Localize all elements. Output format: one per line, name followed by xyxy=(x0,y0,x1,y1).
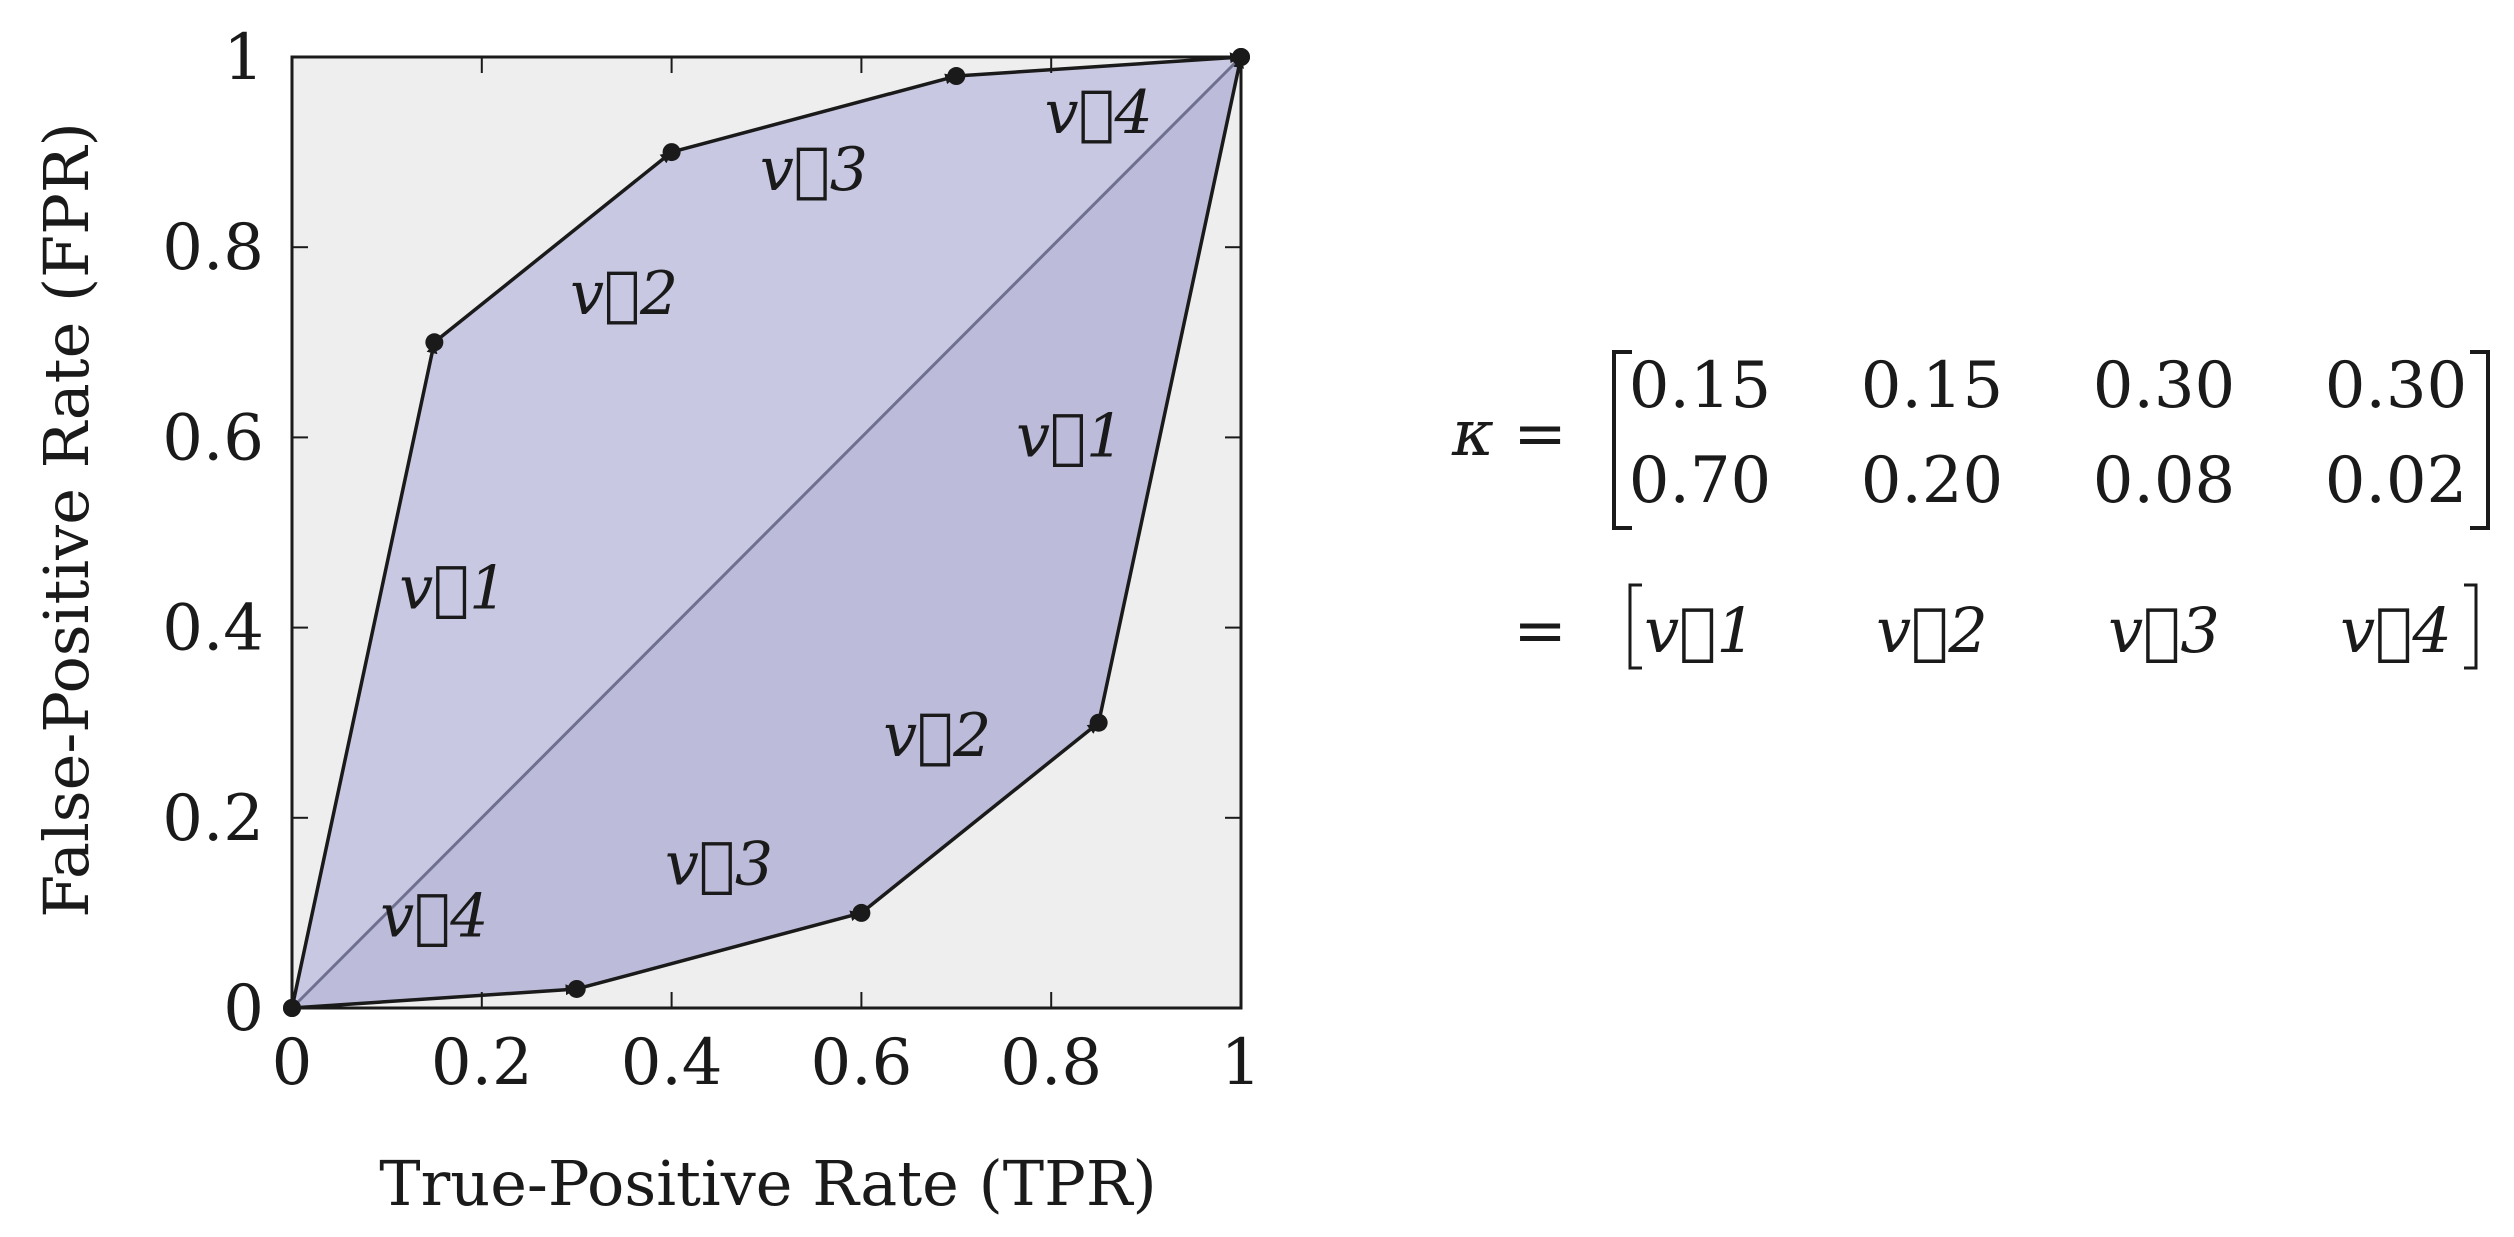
data-point xyxy=(567,979,586,998)
y-tick-label: 0 xyxy=(223,972,264,1046)
vector-label: v⃗3 xyxy=(665,829,773,899)
data-point xyxy=(662,143,681,162)
vector-row-cell: v⃗1 xyxy=(1644,594,1756,667)
data-point xyxy=(1089,713,1108,732)
y-tick-label: 0.4 xyxy=(162,592,264,666)
matrix-cell: 0.30 xyxy=(2093,349,2236,423)
y-tick-label: 0.6 xyxy=(162,401,264,475)
kappa-symbol: κ xyxy=(1451,397,1494,471)
vector-label: v⃗3 xyxy=(760,135,868,205)
left-bracket xyxy=(1628,583,1642,670)
y-tick-label: 0.2 xyxy=(162,782,264,856)
matrix-cell: 0.08 xyxy=(2093,444,2236,518)
x-tick-label: 0.4 xyxy=(621,1026,723,1100)
left-bracket xyxy=(1612,350,1632,530)
vector-segment xyxy=(433,150,673,344)
vector-label: v⃗1 xyxy=(399,554,507,624)
x-tick-label: 0.2 xyxy=(431,1026,533,1100)
vector-segment xyxy=(290,341,438,1009)
x-axis-label: True-Positive Rate (TPR) xyxy=(379,1147,1156,1220)
vector-label: v⃗2 xyxy=(883,701,991,771)
vector-row-cell: v⃗4 xyxy=(2340,594,2452,667)
vector-segment xyxy=(860,721,1100,915)
vector-segment xyxy=(1096,56,1245,724)
vector-segment xyxy=(291,984,577,1010)
x-tick-label: 0.6 xyxy=(811,1026,913,1100)
matrix-cell: 0.02 xyxy=(2325,444,2468,518)
right-bracket xyxy=(2470,350,2490,530)
data-point xyxy=(425,333,444,352)
plot-frame xyxy=(290,55,1243,1010)
y-tick-label: 1 xyxy=(223,21,264,95)
vector-label: v⃗4 xyxy=(380,882,488,952)
right-bracket xyxy=(2464,583,2478,670)
diagonal-line xyxy=(290,55,1243,1010)
vector-segment xyxy=(671,73,957,154)
equals-sign: = xyxy=(1513,397,1567,471)
data-point xyxy=(852,903,871,922)
x-tick-label: 1 xyxy=(1221,1026,1262,1100)
vector-row-cell: v⃗2 xyxy=(1876,594,1988,667)
x-tick-label: 0 xyxy=(272,1026,313,1100)
vector-row-cell: v⃗3 xyxy=(2108,594,2220,667)
matrix-cell: 0.15 xyxy=(1629,349,1772,423)
matrix-cell: 0.30 xyxy=(2325,349,2468,423)
y-axis-label: False-Positive Rate (FPR) xyxy=(30,122,103,918)
vector-segment xyxy=(956,52,1242,78)
vector-label: v⃗2 xyxy=(570,259,678,329)
kappa-matrix-equation: κ = = 0.15 0.15 0.30 0.30 0.70 0.20 0.08 0.02 v⃗1 v⃗… xyxy=(1451,349,2490,670)
data-point xyxy=(947,67,966,86)
vector-label: v⃗4 xyxy=(1045,78,1153,148)
vector-segment xyxy=(576,910,862,991)
vector-label: v⃗1 xyxy=(1016,401,1124,471)
matrix-cell: 0.15 xyxy=(1861,349,2004,423)
x-tick-label: 0.8 xyxy=(1000,1026,1102,1100)
matrix-cell: 0.70 xyxy=(1629,444,1772,518)
equals-sign: = xyxy=(1513,594,1567,668)
y-tick-label: 0.8 xyxy=(162,211,264,285)
matrix-cell: 0.20 xyxy=(1861,444,2004,518)
